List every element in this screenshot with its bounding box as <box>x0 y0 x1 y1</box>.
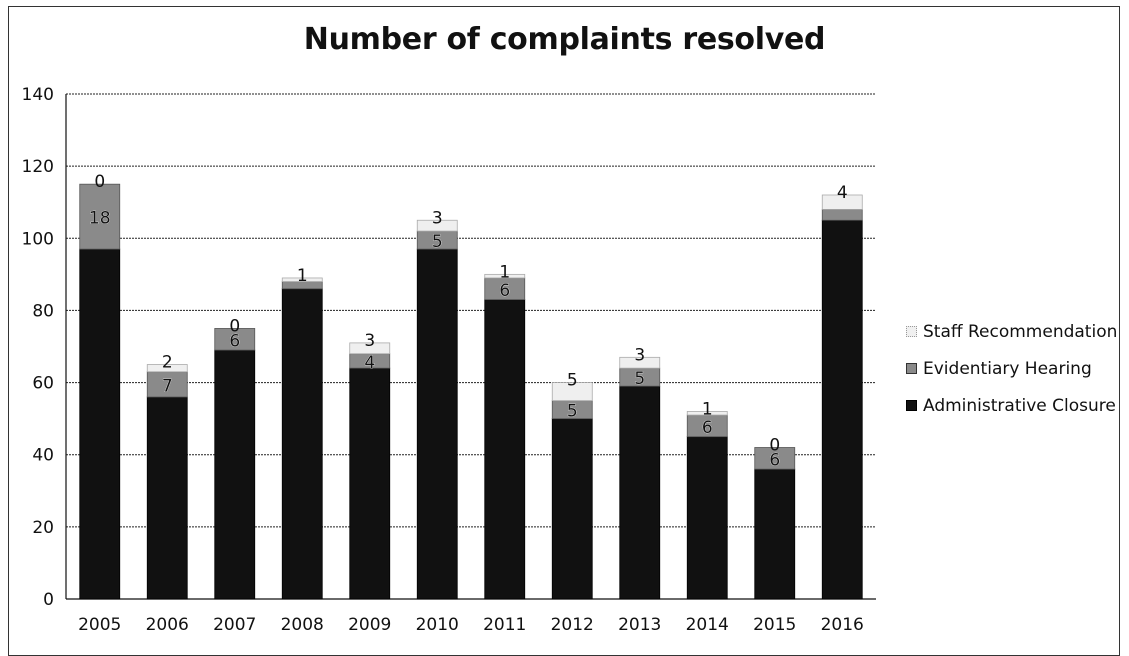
data-label: 6 <box>702 418 713 438</box>
bar-segment <box>416 248 458 600</box>
data-label: 5 <box>432 232 443 252</box>
legend-label: Administrative Closure <box>923 395 1116 416</box>
bar-segment <box>821 194 863 210</box>
legend-label: Evidentiary Hearing <box>923 358 1092 379</box>
x-tick-label: 2008 <box>281 615 324 635</box>
x-tick-label: 2015 <box>753 615 796 635</box>
bar-segment <box>686 436 728 600</box>
bar-segment <box>349 367 391 600</box>
y-tick-label: 40 <box>32 446 54 466</box>
bar-segment <box>484 299 526 600</box>
x-tick-label: 2016 <box>821 615 864 635</box>
data-label: 2 <box>162 353 173 373</box>
data-label: 3 <box>364 331 375 351</box>
bar-segment <box>619 385 661 600</box>
data-label: 4 <box>837 183 848 203</box>
data-label: 6 <box>229 331 240 351</box>
x-tick-label: 2011 <box>483 615 526 635</box>
data-label: 18 <box>89 209 111 229</box>
bar-segment <box>551 382 593 402</box>
bar-segment <box>214 328 256 351</box>
bar-segment <box>484 273 526 279</box>
bar-segment <box>754 468 796 600</box>
data-label: 4 <box>364 353 375 373</box>
data-label: 0 <box>94 172 105 192</box>
data-label: 5 <box>567 402 578 422</box>
data-label: 3 <box>634 345 645 365</box>
data-label: 3 <box>432 208 443 228</box>
y-tick-label: 20 <box>32 518 54 538</box>
y-tick-label: 60 <box>32 374 54 394</box>
x-tick-label: 2005 <box>78 615 121 635</box>
bar-segment <box>79 248 121 600</box>
legend: Staff Recommendation Evidentiary Hearing… <box>906 313 1126 424</box>
bar-segment <box>214 349 256 600</box>
legend-item-staff-recommendation: Staff Recommendation <box>906 313 1126 350</box>
data-label: 1 <box>702 399 713 419</box>
data-label: 1 <box>297 266 308 286</box>
bar-segment <box>619 356 661 369</box>
data-label: 1 <box>499 262 510 282</box>
y-tick-label: 100 <box>22 229 54 249</box>
legend-swatch-staff-recommendation <box>906 326 917 337</box>
bar-segment <box>281 288 323 600</box>
legend-swatch-evidentiary-hearing <box>906 363 917 374</box>
bar-segment <box>349 342 391 355</box>
y-tick-label: 120 <box>22 157 54 177</box>
data-label: 6 <box>769 450 780 470</box>
bar-segment <box>686 411 728 416</box>
bar-segment <box>146 364 188 373</box>
x-tick-label: 2006 <box>146 615 189 635</box>
x-tick-label: 2010 <box>416 615 459 635</box>
legend-label: Staff Recommendation <box>923 321 1118 342</box>
legend-swatch-administrative-closure <box>906 400 917 411</box>
y-tick-label: 0 <box>43 590 54 610</box>
bar-segment <box>79 183 121 250</box>
bar-segment <box>416 219 458 232</box>
x-tick-label: 2013 <box>618 615 661 635</box>
legend-item-evidentiary-hearing: Evidentiary Hearing <box>906 350 1126 387</box>
data-label: 6 <box>499 281 510 301</box>
y-tick-label: 80 <box>32 301 54 321</box>
bar-segment <box>754 447 796 470</box>
data-label: 7 <box>162 376 173 396</box>
x-tick-label: 2012 <box>551 615 594 635</box>
bar-segment <box>821 219 863 600</box>
x-tick-label: 2014 <box>686 615 729 635</box>
bar-segment <box>146 396 188 600</box>
data-label: 0 <box>229 316 240 336</box>
data-label: 5 <box>634 369 645 389</box>
data-label: 0 <box>769 436 780 456</box>
bar-segment <box>281 277 323 282</box>
data-label: 5 <box>567 371 578 391</box>
x-tick-label: 2007 <box>213 615 256 635</box>
x-tick-label: 2009 <box>348 615 391 635</box>
chart-title: Number of complaints resolved <box>303 22 826 57</box>
legend-item-administrative-closure: Administrative Closure <box>906 387 1126 424</box>
y-tick-label: 140 <box>22 85 54 105</box>
bar-segment <box>821 209 863 221</box>
bar-segment <box>551 418 593 600</box>
